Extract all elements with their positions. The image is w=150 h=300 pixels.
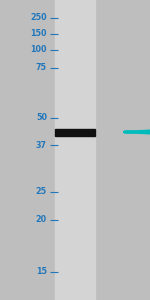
Bar (55, 0, 95, 300)
Text: 15: 15 (36, 268, 47, 277)
Text: 20: 20 (36, 215, 47, 224)
Text: 100: 100 (30, 46, 47, 55)
Text: 50: 50 (36, 113, 47, 122)
Text: 25: 25 (36, 188, 47, 196)
Text: 75: 75 (36, 64, 47, 73)
Text: 37: 37 (36, 140, 47, 149)
Text: 150: 150 (30, 29, 47, 38)
Text: 250: 250 (30, 14, 47, 22)
Bar (55, 128, 95, 136)
